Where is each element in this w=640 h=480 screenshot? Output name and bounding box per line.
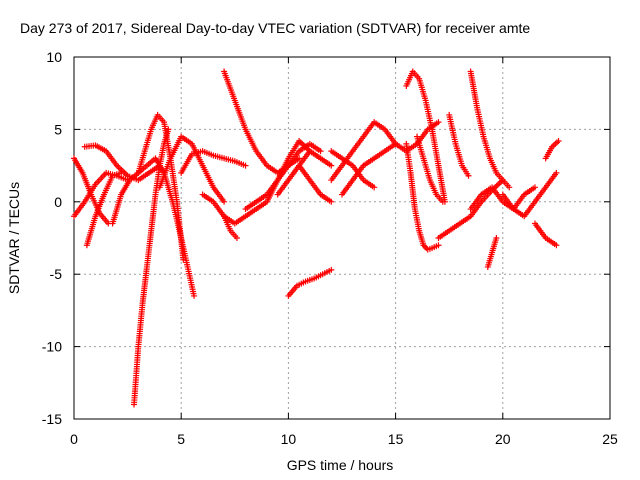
y-tick-labels: -15 -10 -5 0 5 10 [42,49,62,427]
grid [74,57,610,419]
x-tick-label: 15 [388,431,404,447]
series-t27 [484,235,500,270]
data-point [328,162,335,169]
x-tick-label: 10 [281,431,297,447]
series-t9 [178,148,249,176]
data-point [191,292,198,299]
data-point [465,172,472,179]
y-axis-label: SDTVAR / TECUs [6,182,22,294]
series-t15 [285,266,335,299]
series-t21 [403,140,442,253]
data-point [233,235,240,241]
x-tick-label: 20 [495,431,511,447]
data-point [423,245,430,252]
data-point [555,137,562,144]
series-t4 [81,142,163,184]
y-tick-label: -15 [42,411,62,427]
series-t26 [467,184,538,213]
data-point [296,155,303,162]
series-t29 [531,220,560,249]
y-tick-label: -5 [50,266,63,282]
x-tick-labels: 0 5 10 15 20 25 [70,431,618,447]
x-tick-label: 25 [602,431,618,447]
chart-title: Day 273 of 2017, Sidereal Day-to-day VTE… [20,20,530,36]
series-t30 [542,137,562,162]
data-point [439,198,446,205]
data-point [553,242,560,249]
data-point [506,184,513,191]
y-tick-label: 5 [54,121,62,137]
y-tick-label: -10 [42,339,62,355]
series-t24 [446,111,472,179]
series-t16 [296,162,335,205]
data-point [531,184,538,191]
data-point [165,126,172,133]
data-point [221,198,228,205]
x-tick-label: 0 [70,431,78,447]
axis-ticks [73,56,611,420]
series-t20 [403,68,448,205]
series-t18 [339,140,399,198]
series-t19 [328,148,378,191]
data-point [435,242,442,249]
series-t2 [71,169,131,220]
series-t12 [221,213,240,241]
data-points [71,68,562,408]
data-point [553,169,560,176]
y-tick-label: 10 [46,49,62,65]
data-point [392,140,399,147]
series-t22 [414,133,446,205]
x-tick-label: 5 [177,431,185,447]
series-t28 [499,169,560,220]
data-point [317,148,324,155]
y-tick-label: 0 [54,194,62,210]
data-point [371,184,378,191]
series-t8 [156,133,228,205]
series-t13 [242,155,303,213]
data-point [328,198,335,205]
plot-frame [73,56,611,420]
x-axis-label: GPS time / hours [287,457,394,473]
series-t25 [467,68,513,191]
data-point [328,266,335,273]
data-point [493,235,500,241]
data-point [180,256,187,263]
data-point [435,119,442,126]
series-t7 [135,111,187,263]
series-t6 [131,126,172,408]
data-point [242,162,249,169]
